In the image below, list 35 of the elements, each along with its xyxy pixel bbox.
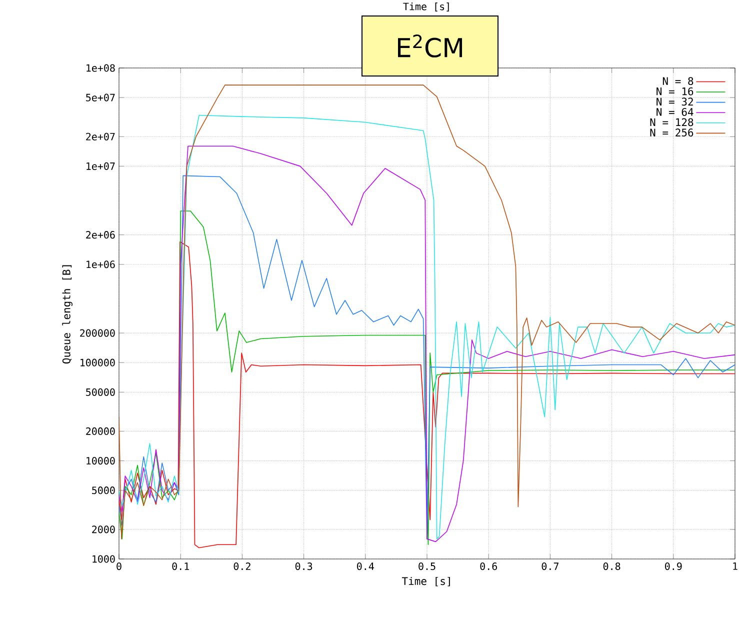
x-tick-label: 0.3 (295, 562, 312, 570)
y-tick-label: 2e+07 (86, 132, 115, 140)
legend-label: N = 256 (650, 128, 694, 136)
x-tick-label: 1 (733, 562, 738, 570)
y-tick-label: 200000 (80, 329, 115, 337)
legend-label: N = 8 (662, 77, 694, 86)
y-tick-label: 100000 (80, 358, 115, 366)
legend-label: N = 64 (656, 108, 694, 116)
x-tick-label: 0.8 (603, 562, 620, 570)
x-tick-label: 0.6 (480, 562, 497, 570)
x2-axis-title: Time [s] (403, 2, 449, 12)
chart-title: E$^{2}$CM (398, 34, 462, 58)
y-tick-label: 1e+08 (86, 64, 115, 72)
y-tick-label: 2000 (92, 526, 115, 534)
y-axis-title: Queue length [B] (62, 265, 72, 364)
x-tick-label: 0.4 (357, 562, 374, 570)
x-tick-label: 0.2 (234, 562, 250, 570)
y-tick-label: 50000 (86, 388, 115, 396)
legend-label: N = 16 (656, 87, 694, 96)
y-tick-label: 1e+06 (86, 260, 115, 268)
y-tick-label: 5000 (92, 486, 115, 494)
x-tick-label: 0.9 (665, 562, 682, 570)
x-axis-title: Time [s] (402, 576, 450, 586)
legend-label: N = 128 (650, 118, 694, 126)
y-tick-label: 10000 (86, 456, 115, 465)
y-tick-label: 1e+07 (86, 162, 115, 170)
legend-label: N = 32 (656, 98, 693, 106)
x-tick-label: 0.1 (172, 562, 189, 570)
x-tick-label: 0 (116, 562, 122, 570)
y-tick-label: 5e+07 (86, 94, 115, 102)
x-tick-label: 0.5 (418, 562, 436, 570)
y-tick-label: 2e+06 (86, 231, 115, 239)
y-tick-label: 1000 (92, 555, 115, 563)
y-tick-label: 20000 (86, 427, 115, 436)
x-tick-label: 0.7 (542, 562, 558, 570)
